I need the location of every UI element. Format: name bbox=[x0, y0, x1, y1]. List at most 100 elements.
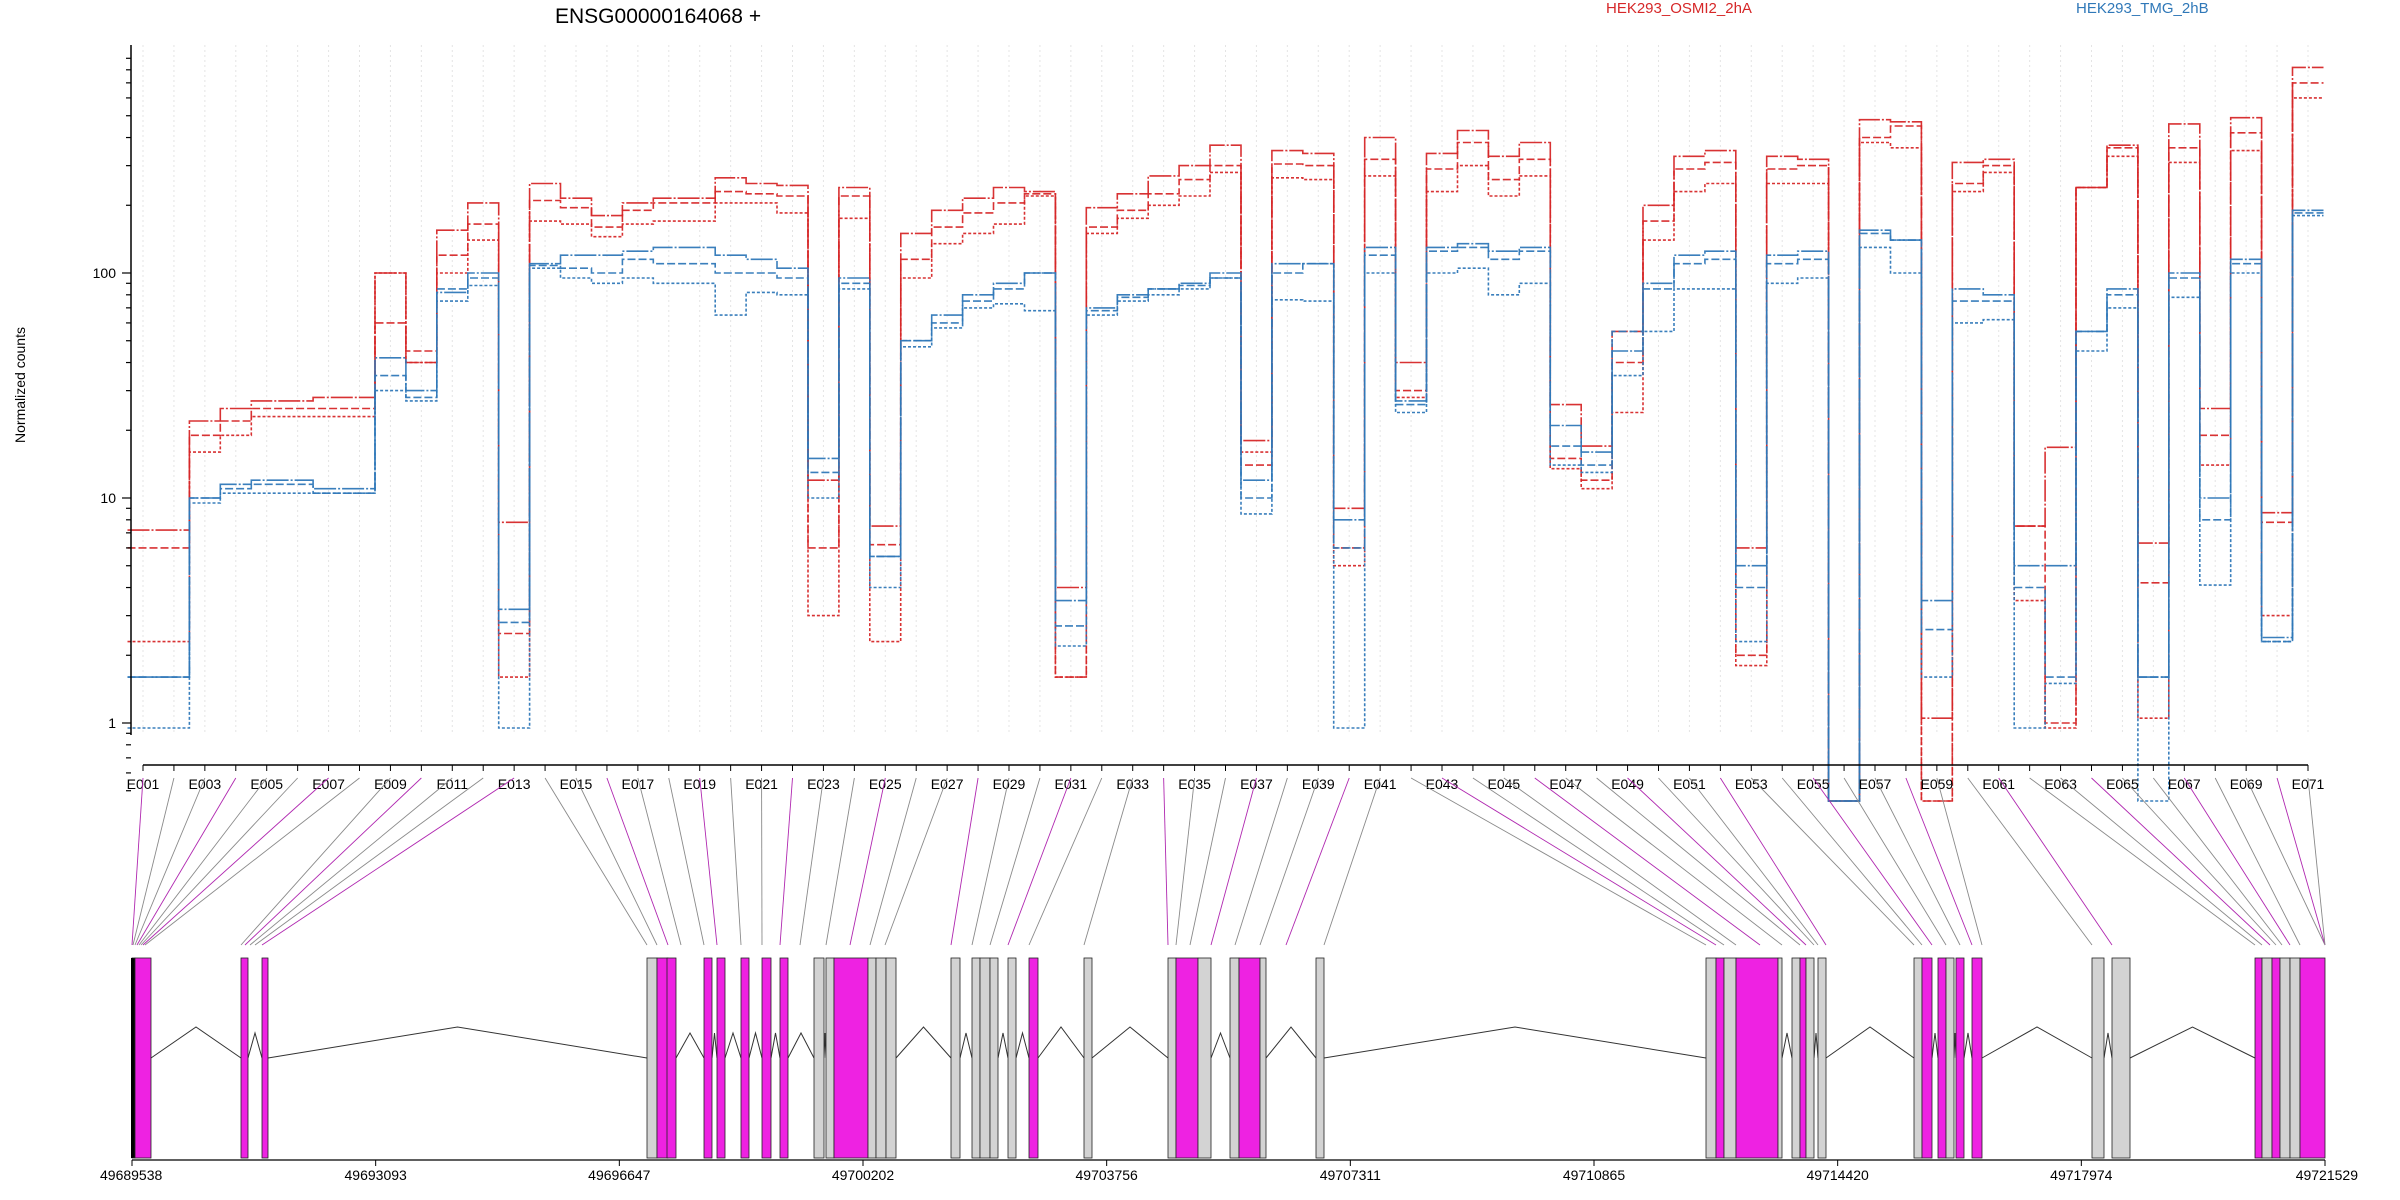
intron-connector bbox=[1781, 1032, 1793, 1059]
exon-connector bbox=[2153, 777, 2283, 946]
intron-connector bbox=[150, 1026, 242, 1059]
exon-connector bbox=[1472, 777, 1725, 946]
intron-connector bbox=[1981, 1026, 2093, 1059]
intron-connector bbox=[1265, 1026, 1317, 1059]
legend-entry-tmg: HEK293_TMG_2hB bbox=[2076, 0, 2209, 17]
y-tick-label: 100 bbox=[93, 265, 117, 281]
y-axis-label: Normalized counts bbox=[12, 327, 28, 443]
exon-block bbox=[1238, 957, 1261, 1159]
genomic-tick-label: 49721529 bbox=[2296, 1167, 2359, 1183]
exon-connector bbox=[1503, 777, 1737, 946]
genomic-tick-label: 49717974 bbox=[2050, 1167, 2113, 1183]
x-tick-label: E029 bbox=[993, 776, 1026, 792]
x-tick-label: E061 bbox=[1982, 776, 2015, 792]
exon-block bbox=[1777, 957, 1783, 1159]
genomic-tick-label: 49700202 bbox=[832, 1167, 895, 1183]
chart-title: ENSG00000164068 + bbox=[555, 5, 761, 28]
exon-connector bbox=[1083, 777, 1134, 946]
exon-connector bbox=[2245, 777, 2326, 946]
intron-connector bbox=[787, 1031, 815, 1059]
x-tick-label: E049 bbox=[1611, 776, 1644, 792]
exon-block bbox=[1007, 957, 1017, 1159]
series-line-4 bbox=[127, 212, 2324, 802]
exon-connector bbox=[1028, 777, 1103, 946]
x-tick-label: E069 bbox=[2230, 776, 2263, 792]
exon-block bbox=[1921, 957, 1933, 1159]
exon-block bbox=[2279, 957, 2291, 1159]
exon-block bbox=[1715, 957, 1725, 1159]
exon-block bbox=[1028, 957, 1039, 1159]
y-tick-label: 1 bbox=[108, 715, 116, 731]
exon-connector bbox=[825, 777, 855, 946]
exon-block bbox=[1945, 957, 1955, 1159]
exon-connector bbox=[249, 777, 453, 946]
intron-connector bbox=[724, 1031, 742, 1059]
exon-block bbox=[2091, 957, 2105, 1159]
genomic-tick-label: 49693093 bbox=[345, 1167, 408, 1183]
exon-connector bbox=[699, 777, 718, 946]
exon-block bbox=[134, 957, 152, 1159]
intron-connector bbox=[748, 1031, 763, 1059]
intron-connector bbox=[247, 1031, 263, 1059]
exon-block bbox=[825, 957, 835, 1159]
intron-connector bbox=[2103, 1032, 2113, 1059]
x-tick-label: E067 bbox=[2168, 776, 2201, 792]
x-tick-label: E053 bbox=[1735, 776, 1768, 792]
exon-block bbox=[646, 957, 658, 1159]
exon-block bbox=[261, 957, 269, 1159]
exon-connector bbox=[1936, 777, 1983, 946]
exon-connector bbox=[132, 777, 175, 946]
x-tick-label: E057 bbox=[1859, 776, 1892, 792]
exon-block bbox=[703, 957, 713, 1159]
exon-connector bbox=[1596, 777, 1801, 946]
exon-block bbox=[1175, 957, 1199, 1159]
genomic-tick-label: 49703756 bbox=[1076, 1167, 1139, 1183]
exon-connector bbox=[1323, 777, 1381, 946]
exon-block bbox=[656, 957, 669, 1159]
exon-block bbox=[1735, 957, 1779, 1159]
exon-block bbox=[2254, 957, 2263, 1159]
exon-connector bbox=[799, 777, 824, 946]
exon-connectors bbox=[131, 777, 2326, 946]
exon-block bbox=[1259, 957, 1267, 1159]
intron-connector bbox=[770, 1032, 781, 1059]
exon-connector bbox=[136, 777, 237, 946]
exon-block bbox=[1083, 957, 1093, 1159]
x-tick-label: E023 bbox=[807, 776, 840, 792]
exon-connector bbox=[869, 777, 917, 946]
exon-connector bbox=[1565, 777, 1783, 946]
exon-connector bbox=[950, 777, 979, 946]
legend-entry-osmi2: HEK293_OSMI2_2hA bbox=[1606, 0, 1752, 17]
exon-connector bbox=[1719, 777, 1827, 946]
exon-connector bbox=[2122, 777, 2277, 946]
exon-block bbox=[2111, 957, 2131, 1159]
x-tick-label: E019 bbox=[683, 776, 716, 792]
exon-block bbox=[1937, 957, 1947, 1159]
exon-connector bbox=[606, 777, 669, 946]
intron-connector bbox=[2129, 1026, 2256, 1059]
exon-connector bbox=[971, 777, 1010, 946]
exon-block bbox=[1315, 957, 1325, 1159]
gene-model bbox=[131, 957, 2326, 1159]
exon-block bbox=[1167, 957, 1177, 1159]
exon-connector bbox=[1998, 777, 2113, 946]
x-tick-label: E043 bbox=[1426, 776, 1459, 792]
exon-connector bbox=[1658, 777, 1815, 946]
intron-connector bbox=[895, 1026, 952, 1059]
exon-connector bbox=[1410, 777, 1707, 946]
x-axis: E001 E003 E005 E007 E009 E011 E013 E015 E017 E019… bbox=[127, 764, 2325, 792]
exon-block bbox=[666, 957, 677, 1159]
exon-connector bbox=[1874, 777, 1961, 946]
exon-block bbox=[989, 957, 999, 1159]
exon-connector bbox=[138, 777, 268, 946]
exon-connector bbox=[1627, 777, 1807, 946]
x-tick-label: E001 bbox=[127, 776, 160, 792]
exon-block bbox=[1197, 957, 1212, 1159]
exon-block bbox=[761, 957, 772, 1159]
exon-connector bbox=[730, 777, 742, 946]
exon-block bbox=[1229, 957, 1240, 1159]
exon-block bbox=[1705, 957, 1717, 1159]
exon-connector bbox=[1689, 777, 1819, 946]
intron-connector bbox=[1015, 1031, 1030, 1059]
